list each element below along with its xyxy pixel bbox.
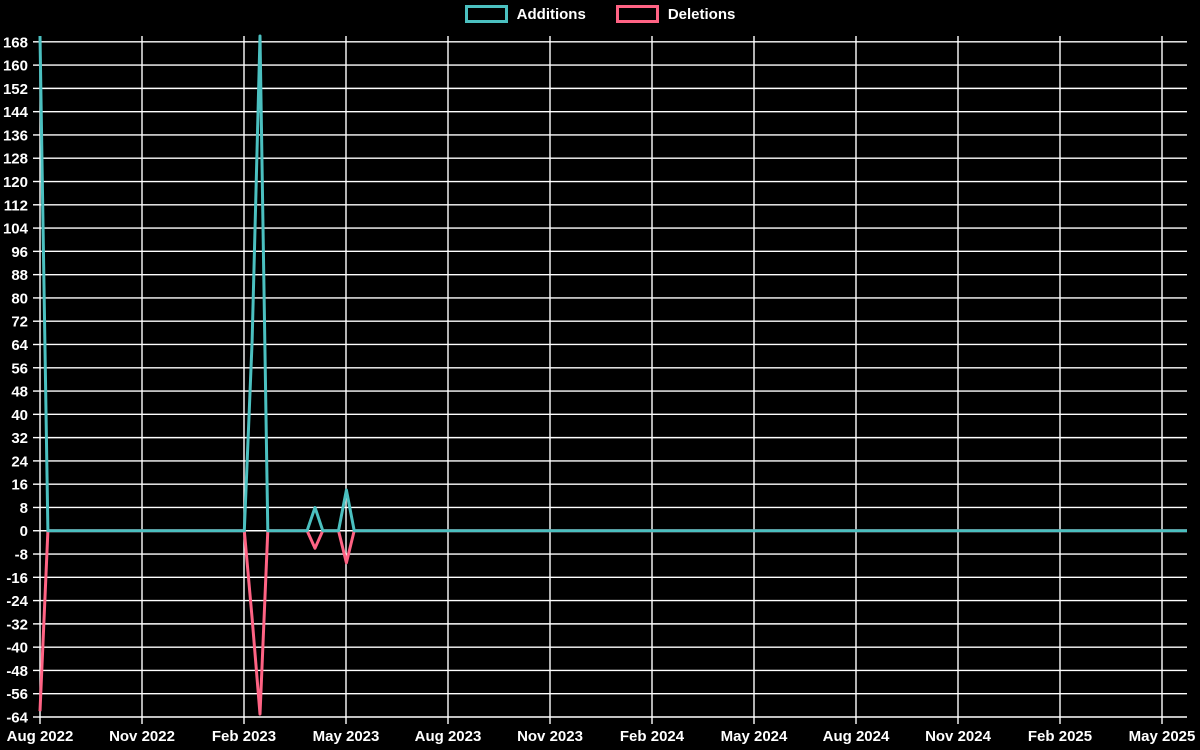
x-tick-label: Nov 2023 xyxy=(517,728,583,745)
x-tick-label: Nov 2024 xyxy=(925,728,992,745)
legend: Additions Deletions xyxy=(0,5,1200,23)
y-tick-label: -56 xyxy=(6,686,28,703)
y-tick-label: 128 xyxy=(3,151,28,168)
y-tick-label: 24 xyxy=(11,453,28,470)
x-tick-label: May 2025 xyxy=(1129,728,1196,745)
x-tick-label: May 2023 xyxy=(313,728,380,745)
y-tick-label: 136 xyxy=(3,127,28,144)
y-tick-label: 56 xyxy=(11,360,28,377)
y-tick-label: 160 xyxy=(3,58,28,75)
y-tick-label: -24 xyxy=(6,593,28,610)
x-tick-label: Nov 2022 xyxy=(109,728,175,745)
y-tick-label: 80 xyxy=(11,290,28,307)
y-tick-label: 64 xyxy=(11,337,28,354)
deletions-swatch-icon xyxy=(615,5,659,23)
y-tick-label: 32 xyxy=(11,430,28,447)
series-line-deletions xyxy=(38,529,1187,716)
y-tick-label: 112 xyxy=(4,197,28,214)
y-tick-label: 144 xyxy=(3,104,29,121)
y-tick-label: 16 xyxy=(11,477,28,494)
y-tick-label: -32 xyxy=(6,616,28,633)
y-tick-label: 168 xyxy=(3,34,28,51)
y-tick-label: 48 xyxy=(11,384,28,401)
x-tick-label: Aug 2022 xyxy=(7,728,74,745)
y-tick-label: -16 xyxy=(6,570,28,587)
legend-item-deletions[interactable]: Deletions xyxy=(615,5,736,23)
y-tick-label: 8 xyxy=(20,500,28,517)
x-tick-label: Aug 2023 xyxy=(415,728,482,745)
x-tick-label: Feb 2024 xyxy=(620,728,685,745)
x-tick-label: Feb 2023 xyxy=(212,728,276,745)
y-tick-label: 0 xyxy=(20,523,28,540)
legend-label-deletions: Deletions xyxy=(667,5,736,23)
y-tick-label: 104 xyxy=(3,221,29,238)
y-tick-label: -8 xyxy=(15,547,28,564)
series-line-additions xyxy=(38,34,1187,533)
x-tick-label: Feb 2025 xyxy=(1028,728,1092,745)
x-tick-label: May 2024 xyxy=(721,728,788,745)
y-tick-label: 120 xyxy=(3,174,28,191)
y-tick-label: 96 xyxy=(11,244,28,261)
y-tick-label: -48 xyxy=(6,663,28,680)
y-tick-label: -64 xyxy=(6,710,28,727)
y-tick-label: 88 xyxy=(11,267,28,284)
additions-swatch-icon xyxy=(464,5,508,23)
y-tick-label: 40 xyxy=(11,407,28,424)
y-tick-label: 152 xyxy=(3,81,28,98)
x-tick-label: Aug 2024 xyxy=(823,728,890,745)
legend-item-additions[interactable]: Additions xyxy=(464,5,586,23)
legend-label-additions: Additions xyxy=(516,5,586,23)
y-tick-label: -40 xyxy=(6,640,28,657)
y-tick-label: 72 xyxy=(11,314,28,331)
